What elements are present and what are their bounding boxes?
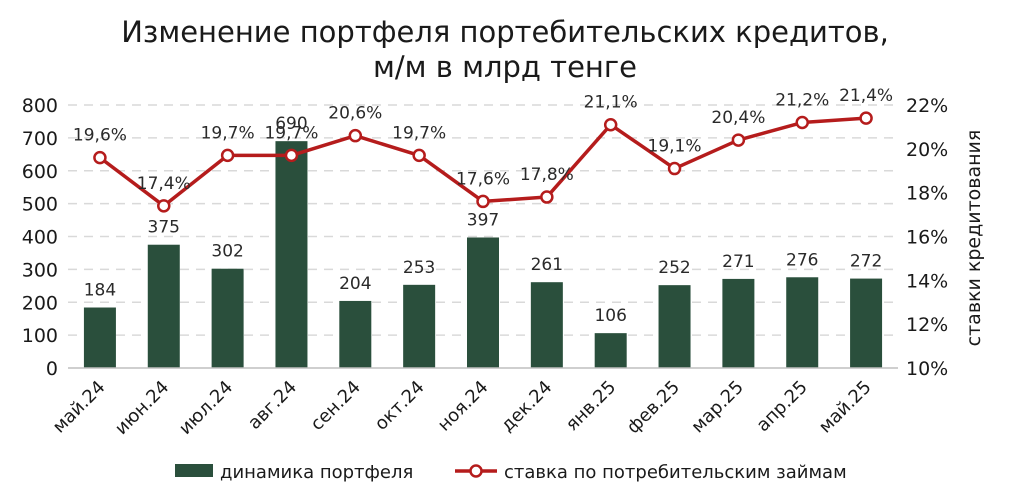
y-left-tick-label: 300 <box>22 259 58 281</box>
rate-point <box>220 148 235 163</box>
x-tick-label: апр.25 <box>752 377 811 436</box>
bar-series: 184 375 302 690 204 253 397 261 106 252 271 276 272 <box>83 114 883 368</box>
y-right-tick-label: 22% <box>906 95 948 117</box>
rate-value-label: 21,2% <box>775 91 829 111</box>
bar-value-label: 276 <box>786 250 818 270</box>
bar <box>722 278 755 368</box>
bar <box>83 307 116 368</box>
rate-value-label: 21,1% <box>584 93 638 113</box>
bar <box>850 278 883 368</box>
bar-value-label: 302 <box>211 242 243 262</box>
legend-line-label: ставка по потребительским займам <box>504 462 847 483</box>
y-left-tick-label: 0 <box>46 358 58 380</box>
rate-value-label: 19,7% <box>264 123 318 143</box>
bar <box>275 141 308 368</box>
x-tick-label: май.24 <box>49 377 110 438</box>
x-tick-label: сен.24 <box>307 377 365 435</box>
rate-point <box>859 111 873 125</box>
y-left-tick-label: 800 <box>22 95 58 117</box>
x-tick-label: окт.24 <box>371 377 429 435</box>
bar-value-label: 690 <box>275 114 307 134</box>
x-tick-label: июн.24 <box>111 377 173 439</box>
x-tick-label: ноя.24 <box>434 377 493 436</box>
y-left-tick-label: 700 <box>22 128 58 150</box>
y-axis-left: 0 100 200 300 400 500 600 700 800 <box>22 95 58 380</box>
y-right-tick-label: 14% <box>906 270 948 292</box>
bar-value-label: 252 <box>658 258 690 278</box>
rate-value-label: 19,6% <box>73 126 127 146</box>
bar <box>403 284 436 368</box>
bar <box>658 285 691 368</box>
chart-title-line-1: Изменение портфеля портебительских креди… <box>121 15 889 49</box>
x-tick-label: авг.24 <box>244 377 301 434</box>
rate-value-label: 21,4% <box>839 86 893 106</box>
y-right-tick-label: 10% <box>906 358 948 380</box>
legend-line-marker <box>469 464 483 478</box>
x-tick-label: янв.25 <box>562 377 621 436</box>
y-left-tick-label: 200 <box>22 292 58 314</box>
x-tick-label: май.25 <box>815 377 876 438</box>
y-left-tick-label: 500 <box>22 194 58 216</box>
bar-value-label: 204 <box>339 274 371 294</box>
rate-value-label: 17,6% <box>456 169 510 189</box>
rate-value-label: 20,6% <box>328 104 382 124</box>
bar-value-label: 397 <box>467 210 499 230</box>
legend: динамика портфеля ставка по потребительс… <box>175 462 847 483</box>
legend-bar-swatch <box>175 464 213 477</box>
y-right-tick-label: 18% <box>906 183 948 205</box>
y-axis-right: 10% 12% 14% 16% 18% 20% 22% <box>906 95 948 380</box>
rate-point <box>412 148 426 163</box>
line-series: 19,6% 17,4% 19,7% 19,7% 20,6% 19,7% 17,6% 17,8%… <box>73 86 893 213</box>
bar-value-label: 272 <box>850 252 882 272</box>
rate-value-label: 19,7% <box>392 123 446 143</box>
rate-point <box>93 150 107 165</box>
bar <box>530 282 563 368</box>
y-right-tick-label: 16% <box>906 227 948 249</box>
x-tick-label: фев.25 <box>623 377 684 438</box>
bar-value-label: 375 <box>148 218 180 238</box>
rate-point <box>731 133 746 147</box>
rate-value-label: 19,1% <box>648 137 702 157</box>
bar <box>786 277 819 368</box>
rate-point <box>603 117 618 132</box>
bar-value-label: 261 <box>531 255 563 275</box>
bar <box>339 300 372 368</box>
x-tick-label: июл.24 <box>175 377 237 439</box>
y-left-tick-label: 100 <box>22 325 58 347</box>
rate-value-label: 17,4% <box>137 174 191 194</box>
bar <box>467 237 499 368</box>
y-left-tick-label: 400 <box>22 227 58 249</box>
bar-value-label: 184 <box>84 281 116 301</box>
rate-point <box>667 161 682 176</box>
chart-title-line-2: м/м в млрд тенге <box>373 50 637 84</box>
bar-value-label: 271 <box>722 252 754 272</box>
rate-value-label: 19,7% <box>201 123 255 143</box>
bar-value-label: 106 <box>594 306 626 326</box>
bar <box>594 333 627 368</box>
y-right-tick-label: 12% <box>906 314 948 336</box>
bar <box>147 244 180 368</box>
rate-point <box>284 148 299 163</box>
y-left-tick-label: 600 <box>22 161 58 183</box>
x-tick-label: дек.24 <box>497 377 556 436</box>
rate-point <box>157 199 171 213</box>
rate-value-label: 20,4% <box>711 108 765 128</box>
y-right-tick-label: 20% <box>906 139 948 161</box>
rate-point <box>476 194 490 209</box>
x-axis-ticks: май.24 июн.24 июл.24 авг.24 сен.24 окт.24 ноя.… <box>49 377 876 439</box>
rate-point <box>348 128 363 143</box>
legend-bar-label: динамика портфеля <box>220 462 413 483</box>
y-axis-right-label: ставки кредитования <box>963 130 985 347</box>
rate-value-label: 17,8% <box>520 165 574 185</box>
rate-point <box>795 115 809 130</box>
x-tick-label: мар.25 <box>687 377 748 438</box>
rate-point <box>540 190 554 204</box>
gridlines <box>68 104 898 336</box>
bar-value-label: 253 <box>403 258 435 278</box>
bar <box>211 268 244 368</box>
